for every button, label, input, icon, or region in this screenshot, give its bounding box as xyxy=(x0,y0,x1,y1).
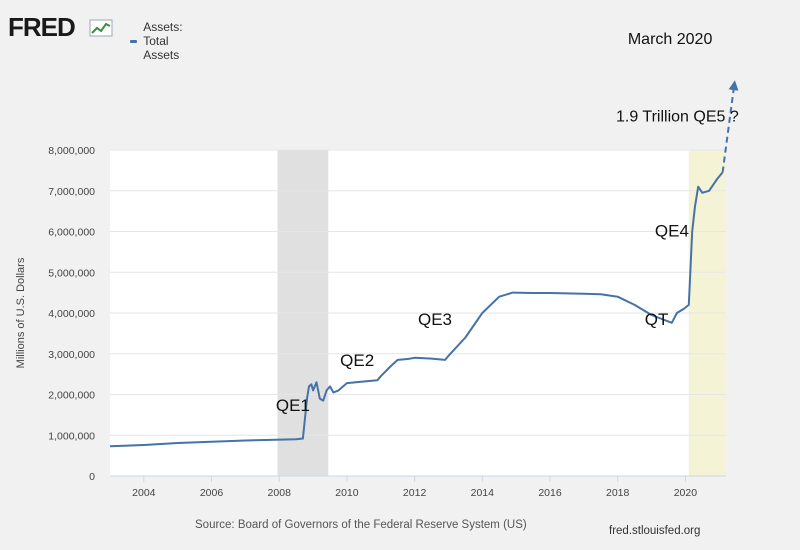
x-tick-label: 2006 xyxy=(200,487,224,499)
y-tick-label: 0 xyxy=(89,471,95,483)
x-tick-label: 2010 xyxy=(335,487,359,499)
annotation-label: QE1 xyxy=(276,396,310,415)
annotation-label: QE2 xyxy=(340,351,374,370)
y-tick-label: 4,000,000 xyxy=(48,308,95,320)
annotation-label: QE3 xyxy=(418,310,452,329)
fred-logo[interactable]: FRED xyxy=(8,10,118,44)
legend: Assets: Total Assets xyxy=(130,20,191,62)
x-tick-label: 2018 xyxy=(606,487,630,499)
x-tick-label: 2008 xyxy=(268,487,292,499)
y-tick-label: 3,000,000 xyxy=(48,349,95,361)
chart-icon xyxy=(89,19,113,37)
fred-logo-text: FRED xyxy=(8,12,75,42)
y-tick-label: 2,000,000 xyxy=(48,390,95,402)
y-tick-label: 1,000,000 xyxy=(48,430,95,442)
y-tick-label: 8,000,000 xyxy=(48,145,95,157)
annotation-label: March 2020 xyxy=(628,31,713,48)
series-line xyxy=(109,171,724,448)
projection-arrow xyxy=(721,80,739,173)
site-url[interactable]: fred.stlouisfed.org xyxy=(609,525,701,537)
y-tick-label: 6,000,000 xyxy=(48,227,95,239)
x-tick-label: 2016 xyxy=(538,487,562,499)
y-axis-label: Millions of U.S. Dollars xyxy=(15,257,27,368)
x-tick-label: 2004 xyxy=(132,487,156,499)
x-tick-label: 2012 xyxy=(403,487,427,499)
legend-swatch xyxy=(130,39,138,43)
annotation-label: QE4 xyxy=(655,221,689,240)
annotation-label: QT xyxy=(645,310,669,329)
y-tick-label: 7,000,000 xyxy=(48,186,95,198)
source-note: Source: Board of Governors of the Federa… xyxy=(195,519,527,531)
y-tick-label: 5,000,000 xyxy=(48,267,95,279)
x-tick-label: 2020 xyxy=(674,487,698,499)
legend-label: Assets: Total Assets xyxy=(143,20,183,62)
annotation-label: 1.9 Trillion QE5 ? xyxy=(616,108,739,125)
x-tick-label: 2014 xyxy=(471,487,495,499)
